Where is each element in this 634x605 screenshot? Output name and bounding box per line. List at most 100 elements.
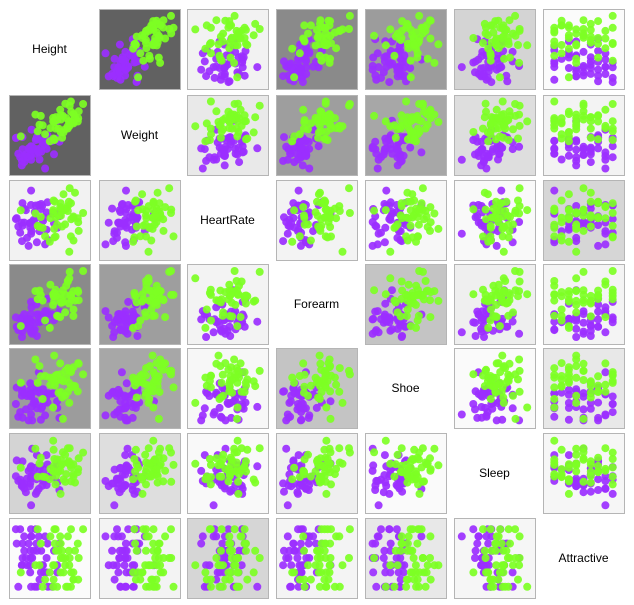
panel-sleep-vs-forearm[interactable] [276, 433, 358, 514]
data-point [321, 582, 330, 591]
data-point [287, 219, 296, 228]
data-point [227, 115, 236, 124]
data-point [280, 487, 288, 496]
panel-attractive-vs-heartrate[interactable] [187, 518, 269, 599]
data-point [288, 568, 297, 577]
panel-forearm-vs-height[interactable] [9, 264, 91, 345]
panel-height-vs-forearm[interactable] [276, 9, 358, 90]
data-point [304, 29, 312, 38]
data-point [404, 124, 413, 133]
data-point [152, 465, 161, 474]
data-point [481, 29, 490, 38]
data-point [287, 145, 296, 154]
panel-height-vs-shoe[interactable] [365, 9, 447, 90]
data-point [299, 532, 308, 541]
data-point [406, 73, 415, 82]
panel-forearm-vs-sleep[interactable] [454, 264, 536, 345]
data-point [144, 444, 153, 453]
data-point [494, 359, 503, 368]
data-point [564, 415, 573, 424]
panel-heartrate-vs-sleep[interactable] [454, 180, 536, 261]
panel-attractive-vs-height[interactable] [9, 518, 91, 599]
data-point [221, 444, 230, 453]
data-point [219, 391, 228, 400]
panel-weight-vs-height[interactable] [9, 95, 91, 176]
panel-heartrate-vs-height[interactable] [9, 180, 91, 261]
panel-forearm-vs-attractive[interactable] [543, 264, 625, 345]
data-point [494, 114, 503, 123]
panel-height-vs-weight[interactable] [99, 9, 181, 90]
data-point [415, 267, 424, 275]
panel-shoe-vs-forearm[interactable] [276, 348, 358, 429]
data-point [133, 213, 142, 222]
panel-sleep-vs-heartrate[interactable] [187, 433, 269, 514]
panel-sleep-vs-attractive[interactable] [543, 433, 625, 514]
panel-heartrate-vs-attractive[interactable] [543, 180, 625, 261]
data-point [218, 370, 227, 379]
panel-shoe-vs-weight[interactable] [99, 348, 181, 429]
data-point [586, 60, 595, 69]
data-point [108, 479, 117, 488]
panel-shoe-vs-attractive[interactable] [543, 348, 625, 429]
panel-height-vs-heartrate[interactable] [187, 9, 269, 90]
data-point [381, 290, 390, 299]
data-point [120, 219, 129, 228]
panel-sleep-vs-weight[interactable] [99, 433, 181, 514]
data-point [386, 60, 395, 69]
panel-sleep-vs-shoe[interactable] [365, 433, 447, 514]
data-point [608, 289, 617, 297]
panel-heartrate-vs-weight[interactable] [99, 180, 181, 261]
panel-heartrate-vs-shoe[interactable] [365, 180, 447, 261]
panel-forearm-vs-shoe[interactable] [365, 264, 447, 345]
data-point [27, 186, 36, 195]
data-point [11, 313, 20, 322]
data-point [345, 209, 354, 217]
data-point [304, 125, 312, 134]
data-point [398, 332, 407, 340]
panel-weight-vs-attractive[interactable] [543, 95, 625, 176]
panel-forearm-vs-heartrate[interactable] [187, 264, 269, 345]
data-point [227, 298, 236, 307]
panel-height-vs-attractive[interactable] [543, 9, 625, 90]
panel-attractive-vs-shoe[interactable] [365, 518, 447, 599]
data-point [477, 316, 486, 325]
data-point [594, 135, 603, 144]
data-point [413, 53, 422, 62]
panel-heartrate-vs-forearm[interactable] [276, 180, 358, 261]
data-point [298, 78, 307, 87]
data-point [338, 398, 347, 407]
data-point [564, 390, 573, 399]
panel-attractive-vs-weight[interactable] [99, 518, 181, 599]
data-point [296, 65, 305, 74]
data-point [154, 414, 163, 423]
panel-weight-vs-forearm[interactable] [276, 95, 358, 176]
panel-sleep-vs-height[interactable] [9, 433, 91, 514]
data-point [608, 40, 617, 49]
panel-shoe-vs-sleep[interactable] [454, 348, 536, 429]
panel-weight-vs-shoe[interactable] [365, 95, 447, 176]
data-point [56, 539, 65, 548]
panel-attractive-vs-sleep[interactable] [454, 518, 536, 599]
data-point [38, 472, 47, 481]
panel-attractive-vs-forearm[interactable] [276, 518, 358, 599]
data-point [35, 575, 44, 584]
data-point [608, 408, 617, 417]
panel-forearm-vs-weight[interactable] [99, 264, 181, 345]
data-point [16, 206, 25, 215]
panel-height-vs-sleep[interactable] [454, 9, 536, 90]
panel-weight-vs-sleep[interactable] [454, 95, 536, 176]
panel-shoe-vs-heartrate[interactable] [187, 348, 269, 429]
variable-label-weight: Weight [121, 128, 159, 142]
data-point [201, 323, 210, 332]
data-point [409, 298, 418, 307]
data-point [49, 403, 58, 412]
panel-weight-vs-heartrate[interactable] [187, 95, 269, 176]
data-point [608, 209, 617, 217]
data-point [550, 436, 559, 445]
panel-shoe-vs-height[interactable] [9, 348, 91, 429]
data-point [218, 539, 227, 548]
data-point [18, 413, 27, 422]
data-point [368, 144, 377, 153]
data-point [36, 539, 45, 548]
data-point [205, 289, 214, 297]
